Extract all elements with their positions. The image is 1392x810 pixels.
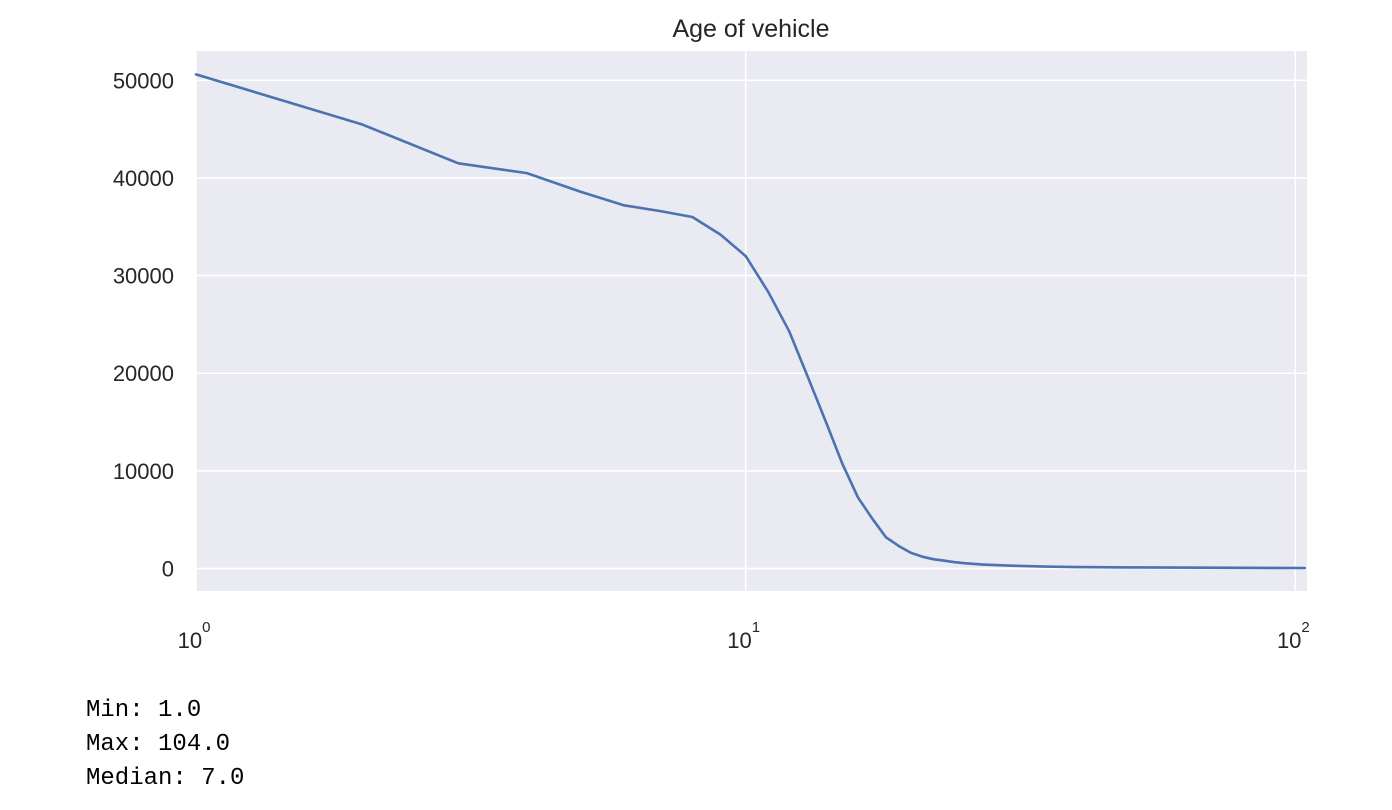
summary-stats: Min: 1.0 Max: 104.0 Median: 7.0 bbox=[86, 694, 244, 796]
x-axis-ticks: 100 101 102 bbox=[178, 619, 1310, 653]
y-tick-label: 10000 bbox=[113, 459, 174, 484]
x-tick-label: 100 bbox=[178, 619, 211, 653]
series-layer bbox=[194, 73, 1306, 570]
stat-median: Median: 7.0 bbox=[86, 765, 245, 792]
stat-max: Max: 104.0 bbox=[86, 731, 231, 758]
chart: Age of vehicle 0 10000 20000 30000 40000 5000… bbox=[113, 15, 1310, 653]
y-axis-ticks: 0 10000 20000 30000 40000 50000 bbox=[113, 68, 174, 581]
x-tick-label: 101 bbox=[727, 619, 760, 653]
chart-title: Age of vehicle bbox=[672, 15, 829, 43]
y-tick-label: 40000 bbox=[113, 166, 174, 191]
stat-min: Min: 1.0 bbox=[86, 697, 202, 724]
series-line bbox=[194, 73, 1306, 570]
x-tick-label: 102 bbox=[1277, 619, 1310, 653]
plot-area bbox=[196, 51, 1307, 591]
y-tick-label: 20000 bbox=[113, 361, 174, 386]
y-tick-label: 30000 bbox=[113, 264, 174, 289]
y-tick-label: 0 bbox=[162, 557, 174, 582]
y-tick-label: 50000 bbox=[113, 68, 174, 93]
